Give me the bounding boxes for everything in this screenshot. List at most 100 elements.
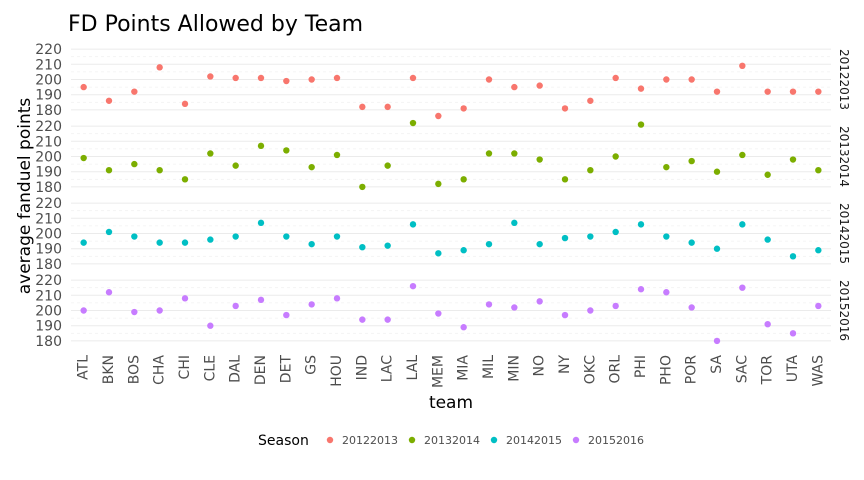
data-point-20142015-pho — [663, 233, 670, 240]
y-tick-label: 220 — [35, 196, 62, 212]
y-tick-label: 210 — [35, 57, 62, 73]
data-point-20142015-gs — [308, 240, 315, 248]
data-point-20132014-cha — [156, 166, 163, 174]
data-point-20132014-tor — [764, 171, 771, 178]
data-point-20132014-chi — [181, 176, 189, 183]
y-tick-label: 190 — [35, 242, 62, 258]
data-point-20122013-mem — [435, 112, 442, 120]
data-point-20132014-ind — [359, 183, 366, 191]
data-point-20152016-dal — [232, 302, 239, 310]
data-point-20142015-atl — [80, 239, 87, 246]
legend-key — [408, 436, 416, 444]
data-point-20152016-det — [283, 311, 290, 319]
facet-strip-label: 20122013 — [837, 49, 851, 110]
data-point-20152016-chi — [181, 295, 189, 302]
x-tick-label-mem: MEM — [430, 355, 446, 388]
data-point-20132014-was — [815, 166, 822, 174]
data-point-20142015-bos — [131, 233, 138, 240]
y-tick-label: 180 — [35, 180, 62, 196]
data-point-20132014-dal — [232, 162, 239, 169]
x-axis: ATL BKN BOS CHA CHI CLE DAL DEN DET GS HOU IND LAC LA… — [76, 355, 827, 388]
legend-item-20142015: 20142015 — [490, 434, 562, 447]
data-point-20132014-sa — [713, 168, 721, 175]
data-point-20132014-bos — [131, 160, 138, 168]
data-point-20132014-no — [536, 156, 543, 163]
data-point-20132014-atl — [80, 154, 87, 162]
x-tick-label-okc: OKC — [582, 355, 598, 384]
data-point-20152016-no — [536, 298, 543, 305]
data-point-20152016-okc — [587, 307, 594, 314]
data-point-20132014-pho — [663, 163, 670, 171]
data-point-20142015-cle — [207, 236, 214, 243]
data-point-20152016-gs — [308, 301, 315, 308]
data-point-20152016-por — [688, 304, 695, 311]
facet-strip-label: 20132014 — [837, 126, 851, 187]
x-tick-label-no: NO — [532, 355, 548, 377]
data-point-20132014-bkn — [105, 166, 113, 174]
data-point-20122013-pho — [663, 76, 670, 83]
legend-label: 20122013 — [342, 434, 398, 447]
data-point-20122013-gs — [308, 76, 315, 83]
data-point-20152016-pho — [663, 289, 670, 296]
y-tick-label: 210 — [35, 134, 62, 150]
data-point-20152016-bos — [131, 308, 138, 316]
data-point-20122013-por — [688, 76, 695, 83]
legend-key — [326, 436, 334, 444]
data-point-20152016-lac — [384, 316, 391, 323]
data-point-20142015-chi — [181, 239, 189, 246]
data-point-20122013-hou — [333, 74, 341, 82]
data-point-20152016-sac — [739, 284, 746, 291]
data-point-20122013-bkn — [105, 97, 113, 104]
x-tick-label-chi: CHI — [177, 355, 193, 379]
data-point-20122013-min — [511, 83, 518, 91]
x-tick-label-tor: TOR — [760, 355, 776, 386]
data-point-20152016-mem — [435, 310, 442, 317]
data-point-20132014-det — [283, 147, 290, 154]
data-point-20122013-sac — [739, 62, 746, 70]
x-tick-label-ny: NY — [557, 355, 573, 374]
data-point-20122013-det — [283, 77, 290, 85]
data-point-20132014-ny — [561, 176, 569, 183]
x-tick-label-det: DET — [278, 355, 294, 384]
data-point-20142015-lac — [384, 242, 391, 249]
legend-title: Season — [258, 433, 309, 449]
x-tick-label-cle: CLE — [202, 355, 218, 381]
data-point-20132014-phi — [637, 121, 645, 128]
y-tick-label: 210 — [35, 211, 62, 227]
data-point-20142015-por — [688, 239, 695, 246]
x-tick-label-lac: LAC — [380, 355, 396, 382]
data-point-20142015-lal — [409, 221, 417, 228]
y-tick-label: 190 — [35, 319, 62, 335]
x-tick-label-phi: PHI — [633, 355, 649, 378]
legend-item-20152016: 20152016 — [572, 434, 644, 447]
data-point-20152016-sa — [713, 337, 721, 345]
y-tick-label: 180 — [35, 334, 62, 350]
data-point-20142015-was — [815, 247, 822, 254]
data-point-20122013-mil — [485, 76, 493, 83]
data-point-20152016-orl — [612, 302, 619, 310]
legend-key — [572, 436, 580, 444]
data-point-20142015-mem — [435, 250, 442, 257]
data-point-20142015-bkn — [105, 228, 113, 236]
y-tick-label: 200 — [35, 304, 62, 320]
data-point-20152016-lal — [409, 282, 417, 290]
data-point-20142015-okc — [587, 233, 594, 240]
data-point-20122013-okc — [587, 97, 594, 104]
data-point-20122013-sa — [713, 88, 721, 95]
data-point-20152016-ind — [359, 316, 366, 323]
data-point-20152016-atl — [80, 307, 87, 314]
data-point-20132014-hou — [333, 151, 341, 159]
data-point-20142015-dal — [232, 233, 239, 240]
x-axis-label: team — [429, 393, 473, 413]
data-point-20142015-no — [536, 240, 543, 248]
data-point-20142015-mil — [485, 240, 493, 248]
data-point-20122013-atl — [80, 83, 87, 91]
y-tick-label: 200 — [35, 150, 62, 166]
data-point-20152016-phi — [637, 286, 645, 293]
data-point-20132014-mia — [460, 176, 467, 183]
data-point-20132014-mil — [485, 150, 493, 157]
data-point-20132014-lal — [409, 119, 417, 127]
data-point-20132014-gs — [308, 163, 315, 171]
